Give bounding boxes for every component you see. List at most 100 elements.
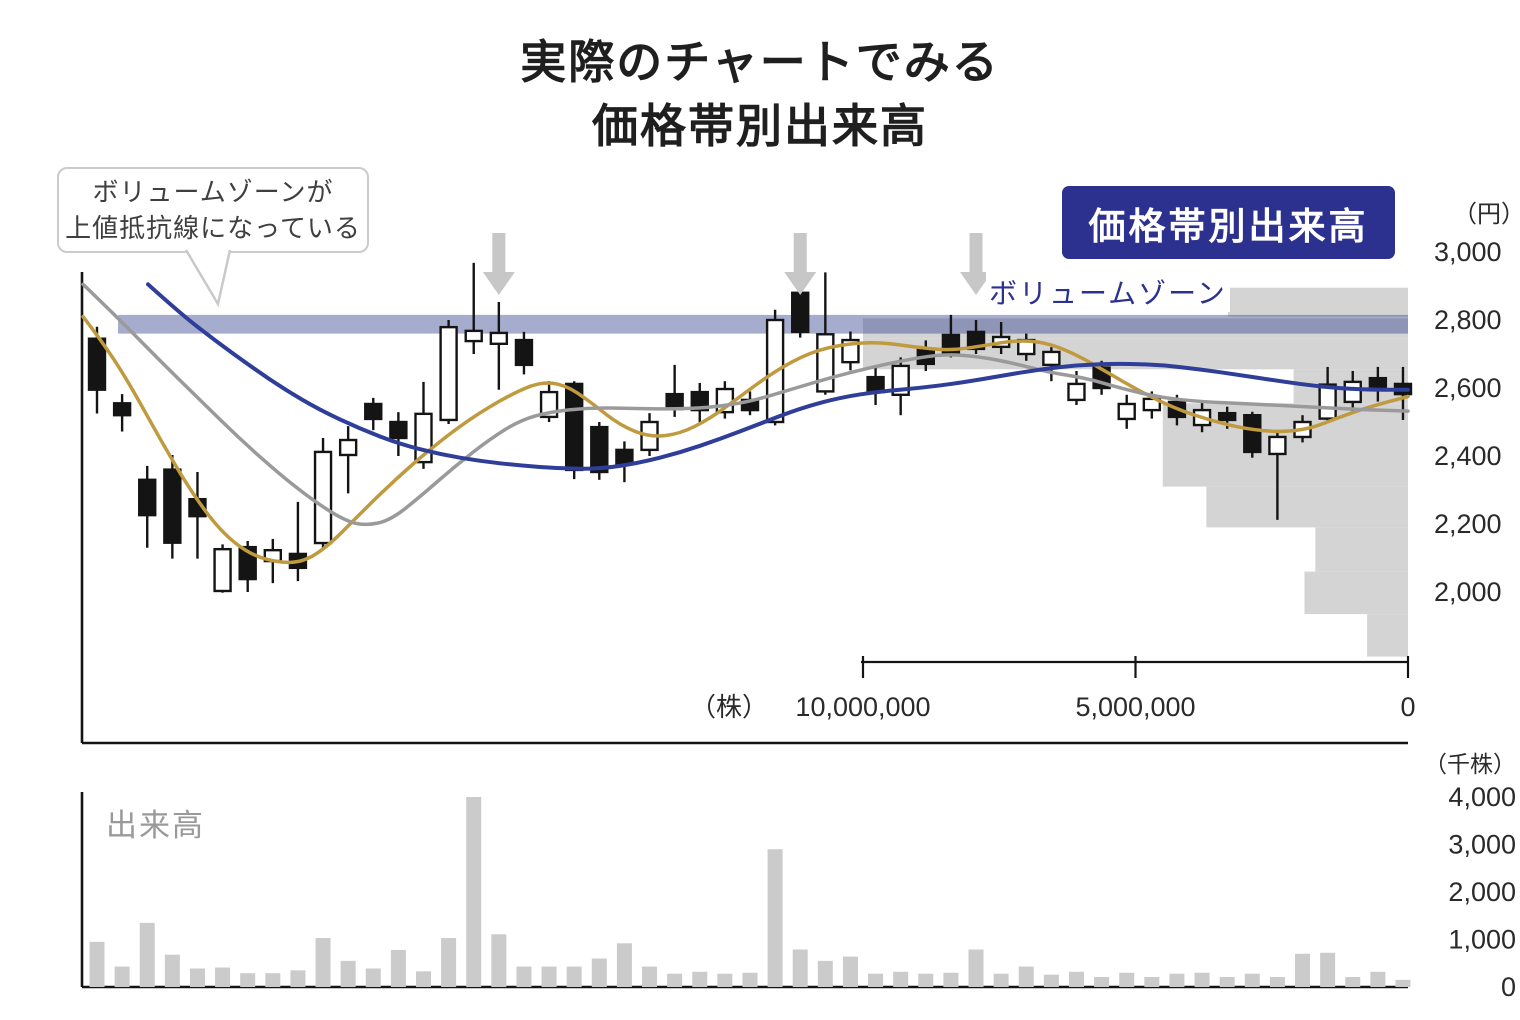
volume-bar — [993, 973, 1009, 987]
volume-bar — [415, 971, 431, 987]
candle-bullish — [1318, 383, 1337, 420]
volume-by-price-bar — [863, 318, 1408, 339]
candle-bearish — [1368, 376, 1388, 390]
volume-bar — [918, 973, 934, 987]
volume-bar — [1244, 973, 1260, 987]
callout-line-2: 上値抵抗線になっている — [65, 213, 361, 243]
volume-bar — [189, 968, 205, 987]
volume-bar — [692, 971, 708, 987]
candle-bullish — [464, 329, 483, 343]
volume-zone-label: ボリュームゾーン — [986, 272, 1230, 312]
price-axis-tick-label: 2,400 — [1434, 441, 1502, 471]
volume-bar — [616, 943, 632, 987]
volume-bar — [491, 934, 507, 987]
candle-bullish — [1117, 402, 1136, 421]
volume-axis-tick-label: 2,000 — [1448, 877, 1516, 907]
volume-bar — [290, 970, 306, 987]
volume-bar — [1370, 971, 1386, 987]
volume-bar — [315, 938, 331, 987]
price-axis-tick-label: 3,000 — [1434, 237, 1502, 267]
volume-bar — [516, 966, 532, 987]
volume-bar — [265, 973, 281, 987]
callout-line-1: ボリュームゾーンが — [92, 177, 334, 207]
price-axis-tick-label: 2,000 — [1434, 577, 1502, 607]
volume-bar — [164, 954, 180, 987]
volume-bar — [1018, 966, 1034, 987]
volume-bar — [566, 966, 582, 987]
volume-bar — [893, 971, 909, 987]
candle-bearish — [389, 420, 408, 440]
volume-bar — [1119, 972, 1135, 987]
candle-bearish — [87, 337, 107, 391]
volume-bar — [667, 973, 683, 987]
volume-bar — [340, 960, 356, 987]
candle-bullish — [313, 450, 333, 545]
down-arrow — [482, 233, 515, 295]
candle-bearish — [163, 468, 182, 544]
callout-tail-fill — [186, 249, 230, 304]
volume-bar — [1395, 979, 1411, 987]
candle-bullish — [816, 333, 835, 393]
candle-bearish — [1217, 411, 1237, 422]
volume-bar — [1068, 971, 1084, 987]
candle-bearish — [138, 478, 157, 517]
volume-axis-tick-label: 4,000 — [1448, 782, 1516, 812]
volume-bar — [1169, 973, 1185, 987]
page-title: 実際のチャートでみる 価格帯別出来高 — [0, 30, 1520, 158]
callout-tail-pointer — [184, 249, 232, 308]
volume-axis-tick-label: 3,000 — [1448, 830, 1516, 860]
ma-line-medium-term — [81, 282, 1410, 527]
price-axis-tick-label: 2,600 — [1434, 373, 1502, 403]
badge-label: 価格帯別出来高 — [1088, 205, 1369, 247]
candle-bullish — [489, 331, 509, 346]
candle-bearish — [112, 402, 132, 417]
volume-bar — [943, 972, 959, 987]
candle-bearish — [1243, 414, 1262, 454]
volume-bar — [1144, 977, 1160, 987]
volume-bar — [441, 938, 457, 987]
volume-by-price-bar — [1228, 287, 1408, 317]
volume-bar — [742, 972, 758, 987]
candle-bearish — [564, 382, 584, 472]
down-arrow — [784, 233, 817, 295]
volume-by-price-bar — [1304, 571, 1408, 615]
candle-bullish — [213, 547, 232, 593]
volume-bar — [591, 958, 607, 987]
candle-bearish — [690, 390, 709, 412]
volume-bar — [817, 960, 833, 987]
price-axis-tick-label: 2,800 — [1434, 305, 1502, 335]
callout-tail-border — [184, 249, 232, 308]
candle-bullish — [1067, 382, 1086, 402]
ma-line-long-term — [146, 282, 1410, 471]
volume-bar — [365, 968, 381, 987]
volume-bar — [1345, 977, 1361, 987]
ma-line-short-term — [81, 314, 1410, 565]
volume-bar — [114, 966, 130, 987]
volume-axis-tick-label: 0 — [1501, 972, 1516, 1002]
volume-bar — [1320, 952, 1336, 987]
volume-bar — [89, 941, 105, 987]
volume-bar — [1269, 977, 1285, 987]
volume-bar — [767, 849, 783, 987]
price-unit-label: （円） — [1453, 201, 1520, 228]
down-arrow — [960, 233, 993, 295]
title-line-2: 価格帯別出来高 — [592, 100, 928, 152]
volume-by-price-badge: 価格帯別出来高 — [1062, 186, 1395, 259]
price-axis-tick-label: 2,200 — [1434, 509, 1502, 539]
candle-bearish — [791, 291, 810, 334]
volume-by-price-bar — [1206, 486, 1408, 528]
volume-bar — [968, 949, 984, 987]
candle-bullish — [1268, 435, 1287, 456]
volume-bar — [240, 973, 256, 987]
resistance-callout: ボリュームゾーンが 上値抵抗線になっている — [57, 167, 369, 253]
candle-bullish — [338, 438, 358, 457]
volume-bar — [1094, 977, 1110, 987]
volume-bar — [541, 966, 557, 987]
volume-bar — [390, 949, 406, 987]
candle-bearish — [615, 448, 634, 466]
title-line-1: 実際のチャートでみる — [520, 36, 1000, 88]
volume-bar — [842, 956, 858, 987]
volume-bar — [466, 797, 482, 987]
shares-axis-tick-label: 0 — [1400, 692, 1415, 722]
